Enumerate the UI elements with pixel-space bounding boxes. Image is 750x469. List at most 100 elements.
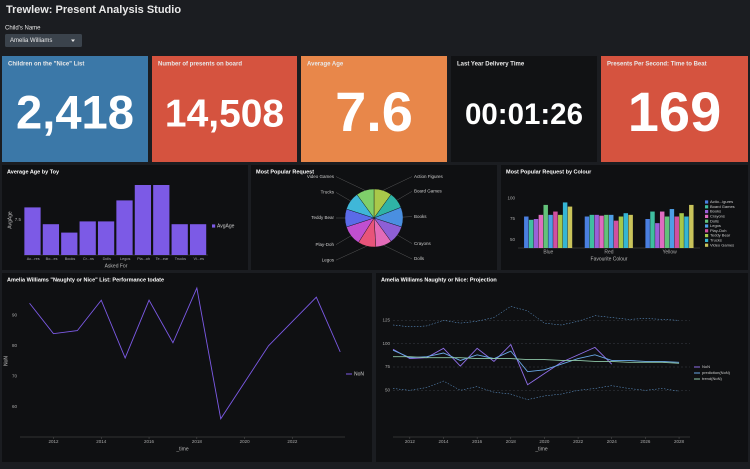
leader-line bbox=[397, 234, 413, 244]
y-tick-label: 70 bbox=[12, 373, 18, 378]
panel-title: Amelia Williams "Naughty or Nice" List: … bbox=[7, 277, 164, 283]
x-tick-label: Vi...es bbox=[194, 257, 205, 261]
legend-swatch bbox=[705, 234, 709, 238]
kpi-title: Number of presents on board bbox=[158, 62, 242, 68]
pie-label: Legos bbox=[322, 257, 335, 262]
pie-label: Dolls bbox=[414, 256, 425, 261]
x-tick-label: Cr...ns bbox=[83, 257, 94, 261]
bar bbox=[689, 204, 694, 248]
x-tick-label: 2014 bbox=[438, 439, 449, 444]
bar bbox=[528, 219, 534, 248]
bar bbox=[594, 214, 599, 248]
legend-label: Teddy Bear bbox=[710, 233, 731, 238]
bar bbox=[613, 220, 619, 248]
pie-label: Board Games bbox=[414, 189, 443, 194]
pie-label: Play-Doh bbox=[315, 242, 334, 247]
bar bbox=[659, 211, 665, 248]
panel bbox=[376, 273, 748, 462]
kpi-tile bbox=[301, 56, 447, 162]
legend-swatch bbox=[705, 210, 709, 214]
legend-label: prediction(NoN) bbox=[702, 370, 731, 375]
x-axis-label: Favourite Colour bbox=[591, 256, 628, 262]
x-tick-label: 2014 bbox=[96, 439, 107, 444]
pie-label: Action Figures bbox=[414, 174, 444, 179]
legend-swatch bbox=[705, 214, 709, 218]
dropdown[interactable] bbox=[5, 34, 82, 47]
bar bbox=[134, 185, 152, 255]
pie-slice bbox=[356, 188, 375, 219]
x-tick-label: Books bbox=[65, 257, 76, 261]
x-tick-label: Legos bbox=[120, 257, 130, 261]
y-tick-label: 125 bbox=[382, 318, 390, 323]
bar bbox=[97, 221, 115, 255]
pie-label: Trucks bbox=[321, 190, 335, 195]
legend-label: Actio...igures bbox=[710, 199, 733, 204]
x-tick-label: Dolls bbox=[103, 257, 112, 261]
bar bbox=[599, 215, 604, 248]
x-tick-label: 2018 bbox=[192, 439, 203, 444]
y-tick-label: 90 bbox=[12, 313, 18, 318]
legend-label: AvgAge bbox=[217, 223, 235, 229]
x-tick-label: 2016 bbox=[144, 439, 155, 444]
kpi-value: 169 bbox=[628, 80, 721, 143]
x-tick-label: 2022 bbox=[287, 439, 298, 444]
legend-swatch bbox=[705, 200, 709, 204]
x-tick-label: 2012 bbox=[405, 439, 416, 444]
bar bbox=[543, 204, 548, 248]
bar bbox=[604, 214, 609, 248]
kpi-title: Last Year Delivery Time bbox=[457, 62, 525, 68]
panel-title: Average Age by Toy bbox=[7, 169, 60, 175]
y-tick-label: 50 bbox=[510, 237, 516, 242]
kpi-value: 14,508 bbox=[165, 92, 284, 135]
bar bbox=[562, 202, 568, 248]
y-tick-label: 75 bbox=[385, 364, 391, 369]
legend-label: Trucks bbox=[710, 237, 722, 242]
x-tick-label: Ac...res bbox=[27, 257, 40, 261]
y-axis-label: NoN bbox=[3, 356, 9, 366]
bar bbox=[24, 207, 41, 255]
x-tick-label: Bo...es bbox=[46, 257, 58, 261]
kpi-tile bbox=[451, 56, 597, 162]
panel-title: Most Popular Request bbox=[256, 169, 314, 175]
bar bbox=[524, 216, 529, 248]
x-tick-label: Red bbox=[604, 249, 613, 255]
legend-swatch bbox=[705, 229, 709, 233]
pie-label: Crayons bbox=[414, 241, 432, 246]
bar bbox=[79, 221, 96, 255]
bar bbox=[153, 185, 170, 255]
bar bbox=[628, 214, 633, 248]
series-line bbox=[393, 356, 680, 364]
x-tick-label: 2024 bbox=[607, 439, 618, 444]
bar bbox=[655, 223, 660, 248]
bar bbox=[567, 206, 573, 248]
legend-swatch bbox=[212, 224, 216, 228]
x-tick-label: 2026 bbox=[640, 439, 651, 444]
page-title: Trewlew: Present Analysis Studio bbox=[6, 4, 181, 16]
bar bbox=[189, 224, 207, 255]
bar bbox=[664, 216, 670, 248]
x-axis-label: Asked For bbox=[105, 263, 128, 269]
pie-label: Teddy Bear bbox=[311, 215, 334, 220]
bar bbox=[623, 213, 629, 248]
x-tick-label: 2012 bbox=[48, 439, 59, 444]
legend-label: Video Games bbox=[710, 242, 734, 247]
legend-swatch bbox=[705, 243, 709, 247]
series-line bbox=[392, 306, 680, 328]
legend-label: Dolls bbox=[710, 218, 719, 223]
pie-label: Video Games bbox=[307, 174, 335, 179]
x-tick-label: 2020 bbox=[539, 439, 550, 444]
kpi-title: Average Age bbox=[307, 62, 344, 68]
kpi-tile bbox=[601, 56, 748, 162]
legend-label: Board Games bbox=[710, 204, 735, 209]
panel-title: Amelia Williams Naughty or Nice: Project… bbox=[381, 277, 497, 283]
x-tick-label: Blue bbox=[543, 249, 553, 255]
dropdown-value: Amelia Williams bbox=[10, 38, 52, 44]
panel-title: Most Popular Request by Colour bbox=[506, 169, 592, 175]
bar bbox=[171, 224, 188, 255]
bar bbox=[548, 214, 553, 248]
leader-line bbox=[335, 235, 352, 245]
x-tick-label: 2016 bbox=[472, 439, 483, 444]
y-tick-label: 80 bbox=[12, 343, 18, 348]
bar bbox=[674, 216, 679, 248]
legend-swatch bbox=[705, 238, 709, 242]
